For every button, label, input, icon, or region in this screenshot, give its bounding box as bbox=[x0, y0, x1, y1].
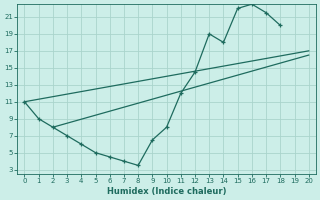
X-axis label: Humidex (Indice chaleur): Humidex (Indice chaleur) bbox=[107, 187, 226, 196]
